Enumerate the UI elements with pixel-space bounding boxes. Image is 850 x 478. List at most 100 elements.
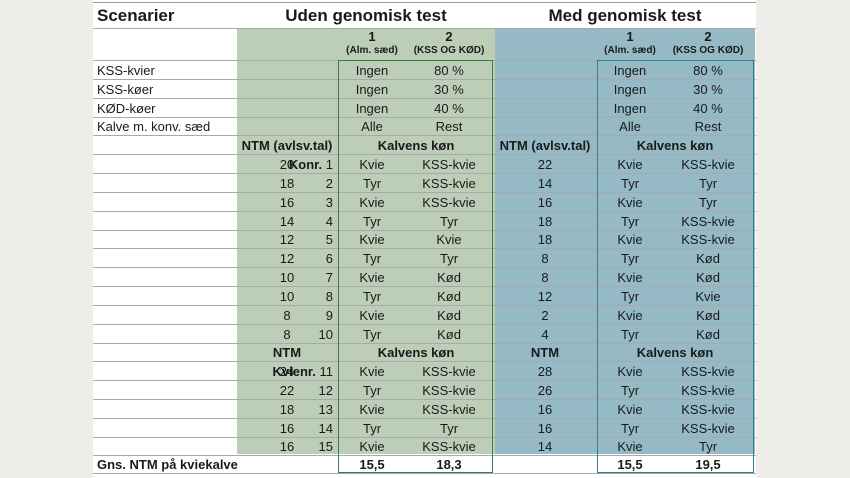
row-prefix: Konr. [288, 157, 323, 172]
row-prefix: Kvienr. [272, 364, 316, 379]
settings-row: Kalve m. konv. sæd Alle Rest Alle Rest [93, 117, 756, 136]
heifer-section-header: NTM Kalvens køn NTM Kalvens køn [93, 343, 756, 362]
calf-sex: Tyr [620, 213, 640, 229]
calf-sex: Tyr [698, 175, 718, 191]
cell: 80 % [434, 63, 464, 78]
calf-sex: Tyr [620, 326, 640, 342]
ntm-value: 8 [283, 307, 291, 323]
divider [93, 361, 756, 362]
cell: Ingen [355, 63, 389, 78]
ntm-header-with: NTM [530, 345, 560, 360]
settings-row: KSS-kvier Ingen 80 % Ingen 80 % [93, 61, 756, 80]
top-rule [93, 2, 756, 3]
calf-sex: Tyr [362, 213, 382, 229]
without-test-title: Uden genomisk test [285, 6, 447, 25]
calf-sex: Kvie [695, 288, 721, 304]
with-test-title: Med genomisk test [548, 6, 702, 25]
calf-sex: KSS-kvie [681, 232, 735, 248]
ntm-value: 16 [279, 420, 295, 436]
divider [93, 117, 756, 118]
cell: Ingen [613, 63, 647, 78]
calf-sex: Kvie [617, 232, 643, 248]
calf-sex-header-with: Kalvens køn [636, 345, 714, 360]
ntm-value: 22 [279, 382, 295, 398]
calf-sex: Kvie [617, 439, 643, 455]
ntm-value: 8 [283, 326, 291, 342]
calf-sex: Tyr [362, 251, 382, 267]
divider [93, 436, 756, 438]
row-number: 2 [325, 175, 333, 191]
divider [93, 154, 756, 155]
calf-sex: KSS-kvie [681, 157, 735, 172]
row-label: Kalve m. konv. sæd [97, 119, 211, 134]
scenario-1-number: 1 [368, 29, 376, 44]
cell: Ingen [355, 101, 389, 116]
calf-sex-header: Kalvens køn [377, 345, 455, 360]
summary-value: 19,5 [695, 457, 721, 472]
summary-value: 15,5 [617, 457, 643, 472]
calf-sex: Kød [696, 270, 720, 286]
calf-sex: Tyr [362, 288, 382, 304]
scenario-1-label-with: (Alm. sæd) [604, 45, 656, 56]
ntm-value: 14 [279, 213, 295, 229]
ntm-value: 16 [279, 194, 295, 210]
ntm-value: 14 [537, 175, 553, 191]
cell: 40 % [693, 101, 723, 116]
divider [93, 304, 756, 306]
ntm-value: 14 [537, 439, 553, 455]
row-number: 10 [318, 326, 333, 342]
calf-sex: Kød [437, 326, 461, 342]
without-test-scenarios-box [338, 60, 493, 473]
row-number: 6 [325, 251, 333, 267]
calf-sex: Kød [437, 288, 461, 304]
scenario-2-label-with: (KSS OG KØD) [672, 45, 744, 56]
ntm-value: 12 [279, 251, 295, 267]
with-test-column-bg [495, 28, 755, 454]
row-label: KSS-kvier [97, 63, 155, 78]
ntm-header: NTM (avlsv.tal) [241, 138, 333, 153]
bottom-rule [93, 473, 756, 474]
ntm-value: 16 [279, 439, 295, 455]
calf-sex: Tyr [698, 439, 718, 455]
table-row: 15 16 Kvie KSS-kvie 14 Kvie Tyr [93, 437, 756, 456]
row-number: 13 [318, 401, 333, 417]
calf-sex: Kvie [359, 439, 385, 455]
table-row: 12 22 Tyr KSS-kvie 26 Tyr KSS-kvie [93, 381, 756, 400]
divider [93, 417, 756, 419]
calf-sex: Kvie [617, 401, 643, 417]
cow-section-header: NTM (avlsv.tal) Kalvens køn NTM (avlsv.t… [93, 136, 756, 155]
ntm-value: 20 [279, 157, 295, 172]
scenario-2-number-with: 2 [704, 29, 712, 44]
table-row: 14 16 Tyr Tyr 16 Tyr KSS-kvie [93, 419, 756, 438]
divider [93, 380, 756, 381]
calf-sex: Kvie [617, 270, 643, 286]
divider [93, 229, 756, 231]
ntm-value: 22 [537, 157, 553, 172]
scenario-2-label: (KSS OG KØD) [413, 45, 485, 56]
calf-sex: Kvie [617, 364, 643, 379]
cell: 30 % [693, 82, 723, 97]
ntm-value: 16 [537, 401, 553, 417]
divider [93, 135, 756, 136]
calf-sex: KSS-kvie [422, 364, 476, 379]
divider [93, 248, 756, 250]
calf-sex: Kvie [617, 157, 643, 172]
calf-sex: Kvie [436, 232, 462, 248]
cell: Ingen [613, 101, 647, 116]
table-row: 10 8 Tyr Kød 4 Tyr Kød [93, 325, 756, 344]
calf-sex-header-with: Kalvens køn [636, 138, 714, 153]
calf-sex: Kvie [359, 232, 385, 248]
calf-sex: Tyr [620, 382, 640, 398]
calf-sex: Tyr [620, 175, 640, 191]
table-row: 3 16 Kvie KSS-kvie 16 Kvie Tyr [93, 193, 756, 212]
calf-sex: KSS-kvie [422, 439, 476, 455]
divider [93, 191, 756, 193]
table-row: 2 18 Tyr KSS-kvie 14 Tyr Tyr [93, 174, 756, 193]
calf-sex: KSS-kvie [681, 364, 735, 379]
ntm-value: 8 [541, 270, 549, 286]
ntm-value: 18 [279, 175, 295, 191]
table-row: 4 14 Tyr Tyr 18 Tyr KSS-kvie [93, 212, 756, 231]
row-number: 9 [325, 307, 333, 323]
summary-label: Gns. NTM på kviekalve [97, 457, 238, 472]
ntm-value: 4 [541, 326, 549, 342]
